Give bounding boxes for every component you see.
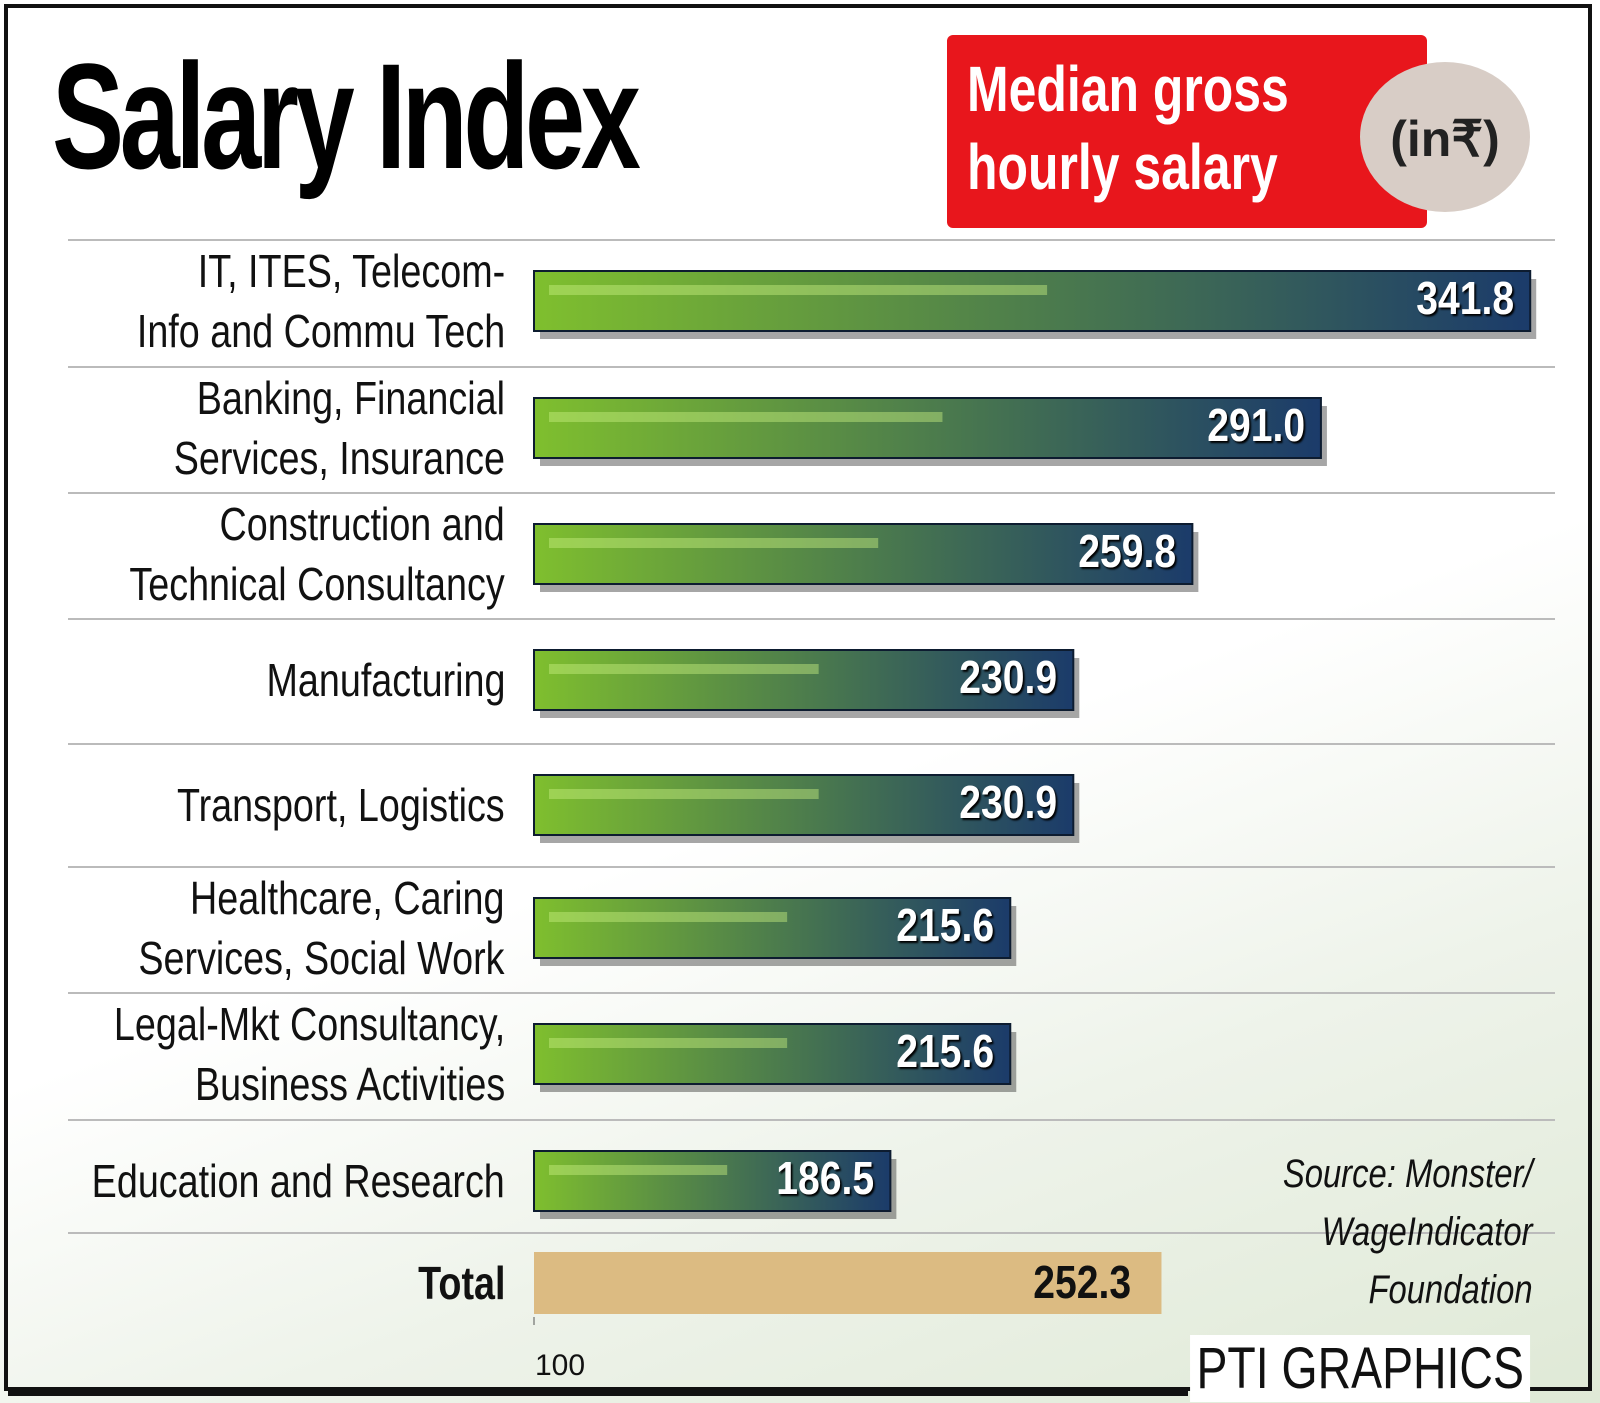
- bar-highlight: [549, 1165, 728, 1175]
- unit-badge: (in₹): [1360, 62, 1530, 212]
- x-tick-label: 100: [535, 1349, 585, 1382]
- category-label: Education and Research: [91, 1155, 505, 1207]
- unit: (in₹): [1390, 111, 1500, 167]
- bar: [533, 1023, 1012, 1085]
- bar-highlight: [549, 1038, 788, 1048]
- value-label: 259.8: [1078, 525, 1177, 577]
- bar-highlight: [549, 789, 819, 799]
- total-value-label: 252.3: [1033, 1256, 1132, 1308]
- bar: [533, 1150, 892, 1212]
- total-label: Total: [417, 1257, 505, 1309]
- bar-highlight: [549, 912, 788, 922]
- value-label: 341.8: [1416, 272, 1515, 324]
- category-label: Transport, Logistics: [177, 779, 505, 831]
- value-label: 291.0: [1207, 399, 1305, 451]
- value-label: 215.6: [896, 1025, 995, 1077]
- category-label: Banking, Financial Services, Insurance: [173, 372, 505, 484]
- category-label: Manufacturing: [265, 654, 505, 706]
- category-label: IT, ITES, Telecom- Info and Commu Tech: [136, 245, 505, 357]
- bar-highlight: [549, 538, 879, 548]
- bar: [533, 897, 1012, 959]
- total-bar: [534, 1252, 1162, 1314]
- category-label: Legal-Mkt Consultancy, Business Activiti…: [113, 998, 505, 1110]
- value-label: 186.5: [776, 1152, 875, 1204]
- bar-highlight: [549, 412, 943, 422]
- bar: [533, 523, 1194, 585]
- source: Source: Monster/ WageIndicator Foundatio…: [1283, 1152, 1533, 1312]
- bar: [533, 649, 1075, 711]
- bar: [533, 270, 1532, 332]
- bar: [533, 397, 1322, 459]
- value-label: 215.6: [896, 899, 995, 951]
- bar-highlight: [549, 285, 1048, 295]
- subtitle-box: Median gross hourly salary: [947, 35, 1427, 228]
- value-label: 230.9: [959, 651, 1058, 703]
- bar: [533, 774, 1075, 836]
- category-label: Healthcare, Caring Services, Social Work: [138, 872, 505, 984]
- value-label: 230.9: [959, 776, 1058, 828]
- subtitle: Median gross hourly salary: [967, 53, 1289, 203]
- credit: PTI GRAPHICS: [1189, 1335, 1530, 1402]
- category-label: Construction and Technical Consultancy: [129, 498, 505, 610]
- bar-highlight: [549, 664, 819, 674]
- chart-title: Salary Index: [52, 32, 641, 200]
